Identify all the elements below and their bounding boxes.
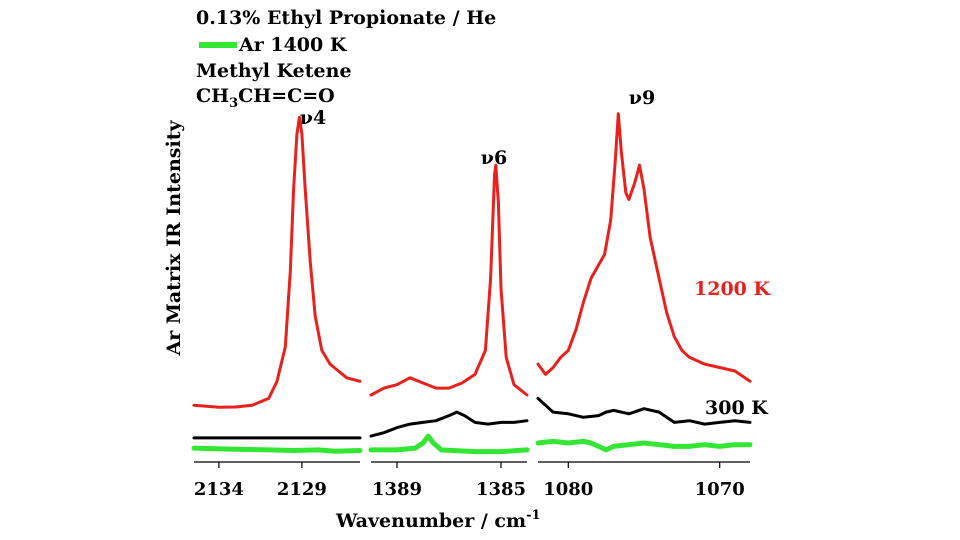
peak-label-nu9: ν9 [629, 87, 655, 109]
series-line-ar-1400-k [535, 438, 753, 453]
series-line-1200-k [192, 115, 362, 409]
series-annotation-1200k: 1200 K [694, 278, 771, 300]
chart-title-line-4: CH3CH=C=O [196, 85, 335, 111]
x-tick-label: 1389 [372, 479, 422, 500]
peak-label-nu6: ν6 [481, 147, 507, 169]
x-tick-label: 1385 [476, 479, 526, 500]
series-annotation-300k: 300 K [705, 397, 769, 419]
legend-label-ar-1400k: Ar 1400 K [238, 34, 348, 56]
series-line-300-k [369, 410, 529, 438]
series-line-ar-1400-k [191, 445, 363, 454]
series-line-1200-k [536, 112, 752, 383]
y-axis-label: Ar Matrix IR Intensity [163, 120, 185, 357]
series-line-300-k [536, 396, 752, 426]
panel-2130-region: 2134 2129 [191, 115, 363, 500]
panel-1075-region: 1080 1070 [535, 112, 753, 500]
x-axis-label: Wavenumber / cm-1 [335, 508, 541, 532]
series-line-ar-1400-k [368, 433, 530, 455]
chart-title-line-3: Methyl Ketene [196, 60, 352, 82]
x-tick-label: 2129 [277, 479, 327, 500]
panel-1387-region: 1389 1385 [368, 163, 530, 500]
x-tick-label: 1070 [695, 479, 745, 500]
x-tick-label: 2134 [194, 479, 244, 500]
series-line-1200-k [369, 163, 529, 397]
chart-title-line-1: 0.13% Ethyl Propionate / He [196, 7, 496, 29]
peak-label-nu4: ν4 [300, 107, 326, 129]
x-tick-label: 1080 [543, 479, 593, 500]
